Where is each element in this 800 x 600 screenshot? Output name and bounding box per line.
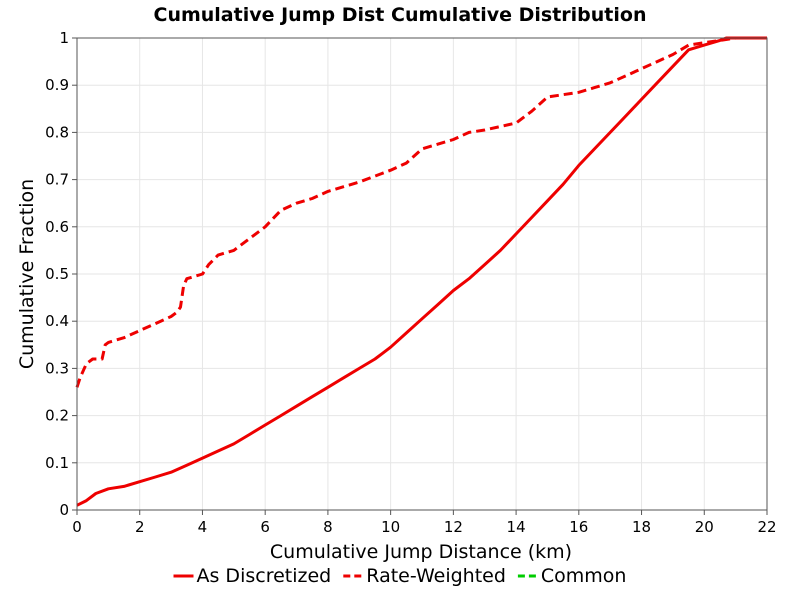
- y-tick-label: 0: [59, 501, 69, 519]
- legend-item-2: Common: [517, 565, 627, 587]
- x-tick-label: 6: [260, 518, 270, 536]
- chart-title: Cumulative Jump Dist Cumulative Distribu…: [154, 4, 647, 26]
- y-tick-label: 0.4: [45, 312, 69, 330]
- legend-label: Rate-Weighted: [366, 565, 506, 587]
- x-tick-label: 16: [569, 518, 588, 536]
- x-axis-label: Cumulative Jump Distance (km): [270, 541, 572, 563]
- x-tick-label: 14: [507, 518, 526, 536]
- legend-item-0: As Discretized: [173, 565, 332, 587]
- series-line-1: [75, 36, 767, 388]
- series-line-0: [76, 36, 767, 507]
- x-tick-label: 20: [695, 518, 714, 536]
- x-tick-label: 0: [72, 518, 82, 536]
- legend-label: As Discretized: [197, 565, 332, 587]
- y-tick-label: 0.1: [45, 454, 69, 472]
- y-tick-label: 0.9: [45, 76, 69, 94]
- legend-item-1: Rate-Weighted: [343, 565, 506, 587]
- x-tick-label: 2: [135, 518, 145, 536]
- grid-layer: [76, 37, 768, 511]
- x-tick-label: 18: [632, 518, 651, 536]
- legend-label: Common: [541, 565, 627, 587]
- x-tick-label: 8: [323, 518, 333, 536]
- y-tick-label: 1: [59, 29, 69, 47]
- x-tick-label: 10: [381, 518, 400, 536]
- legend: As Discretized Rate-Weighted Common: [173, 565, 627, 587]
- y-tick-label: 0.6: [45, 218, 69, 236]
- y-tick-label: 0.3: [45, 359, 69, 377]
- x-tick-label: 22: [757, 518, 776, 536]
- y-tick-label: 0.2: [45, 407, 69, 425]
- y-axis-label: Cumulative Fraction: [16, 179, 38, 369]
- x-tick-label: 12: [444, 518, 463, 536]
- y-tick-label: 0.8: [45, 123, 69, 141]
- series-layer: [75, 36, 767, 507]
- x-tick-label: 4: [198, 518, 208, 536]
- y-tick-label: 0.7: [45, 171, 69, 189]
- tick-layer: 0 2 4 6 8 10 12 14 16 18 20 22 0 0.1 0.2 0.3 0.4 0.5 0.6 0.…: [45, 29, 776, 536]
- y-tick-label: 0.5: [45, 265, 69, 283]
